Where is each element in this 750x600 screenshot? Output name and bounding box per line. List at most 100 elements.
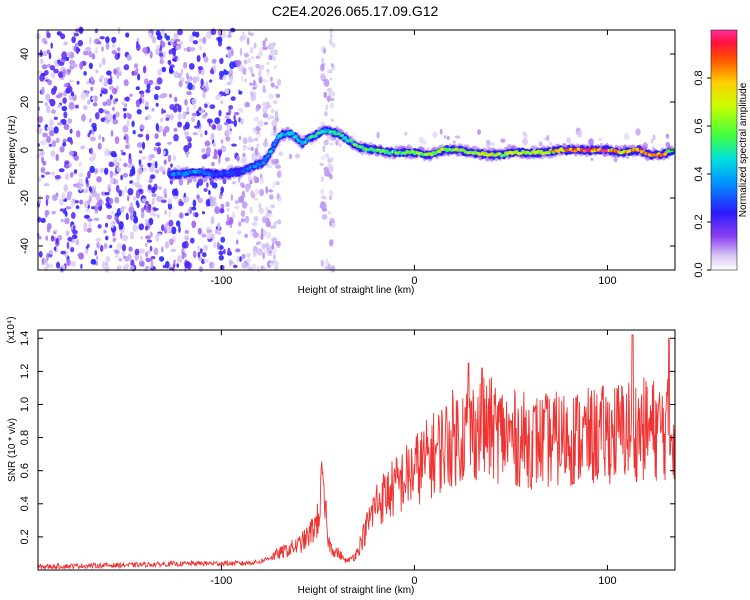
spectrogram-noise-speck xyxy=(256,143,260,149)
spectrogram-noise-speck xyxy=(156,147,162,155)
spectrogram-noise-speck xyxy=(146,250,151,255)
spectrogram-noise-speck xyxy=(61,264,66,269)
spectrogram-noise-speck xyxy=(218,254,224,261)
spectrogram-ridge-core xyxy=(340,133,345,137)
spectrogram-noise-speck xyxy=(213,148,218,157)
spectrogram-noise-speck xyxy=(265,242,270,249)
snr-y-tick-label: 1.4 xyxy=(19,331,31,346)
spectrogram-noise-speck xyxy=(89,118,92,123)
spectrogram-noise-speck xyxy=(63,184,68,193)
spectrogram-noise-speck xyxy=(140,212,145,219)
spectrogram-noise-speck xyxy=(320,188,325,195)
spectrogram-noise-speck xyxy=(335,140,339,146)
spectrogram-noise-speck xyxy=(191,116,195,123)
spectrogram-noise-speck xyxy=(183,145,190,153)
spectrogram-noise-speck xyxy=(78,162,83,167)
spectrogram-noise-speck xyxy=(174,103,180,107)
spectrogram-noise-speck xyxy=(54,175,61,180)
spectrogram-noise-speck xyxy=(164,125,170,133)
spectrogram-noise-speck xyxy=(321,195,326,199)
spectrogram-noise-speck xyxy=(192,199,197,208)
spectrogram-noise-speck xyxy=(55,153,59,162)
spectrogram-noise-speck xyxy=(132,130,136,135)
spectrogram-noise-speck xyxy=(151,186,156,194)
spectrogram-noise-speck xyxy=(39,150,45,157)
spectrogram-noise-speck xyxy=(330,118,334,122)
spectrogram-noise-speck xyxy=(330,102,334,109)
spectrogram-noise-speck xyxy=(245,185,250,193)
spectrogram-noise-speck xyxy=(174,38,181,43)
spectrogram-noise-speck xyxy=(185,136,191,140)
spectrogram-noise-speck xyxy=(141,198,147,203)
spectrogram-noise-speck xyxy=(88,50,92,58)
spectrogram-noise-speck xyxy=(273,257,276,263)
spectrogram-noise-speck xyxy=(150,154,155,159)
spectrogram-noise-speck xyxy=(102,136,105,142)
spectrogram-noise-speck xyxy=(102,88,108,95)
spectrogram-noise-speck xyxy=(95,69,99,74)
spectrogram-noise-speck xyxy=(322,48,327,54)
snr-x-tick-label: -100 xyxy=(210,575,232,587)
spectrogram-noise-speck xyxy=(80,91,87,100)
spectrogram-noise-speck xyxy=(262,46,268,50)
spectrogram-noise-speck xyxy=(274,85,279,89)
spectrogram-noise-speck xyxy=(270,82,275,88)
spectrogram-noise-speck xyxy=(62,142,67,147)
spectrogram-noise-speck xyxy=(230,120,234,124)
spectrogram-noise-speck xyxy=(126,54,132,61)
spectrogram-noise-speck xyxy=(158,186,162,190)
spectrogram-noise-speck xyxy=(210,133,215,141)
spectrogram-noise-speck xyxy=(175,220,181,227)
spectrogram-noise-speck xyxy=(178,201,185,207)
spectrogram-noise-speck xyxy=(249,82,253,86)
spectrogram-noise-speck xyxy=(161,66,167,73)
spectrogram-noise-speck xyxy=(104,262,109,267)
spectrogram-noise-speck xyxy=(271,237,277,244)
spectrogram-noise-speck xyxy=(58,92,63,98)
spectrogram-noise-speck xyxy=(171,226,177,235)
spectrogram-noise-speck xyxy=(85,176,89,185)
spectrogram-noise-speck xyxy=(86,90,89,98)
spectrogram-noise-speck xyxy=(61,105,68,112)
spectrogram-noise-speck xyxy=(220,145,227,153)
spectrogram-noise-speck xyxy=(238,196,245,203)
spectrogram-noise-speck xyxy=(173,96,178,103)
spectrogram-noise-speck xyxy=(261,64,265,69)
spectrogram-noise-speck xyxy=(241,253,246,259)
spectrogram-noise-speck xyxy=(168,219,174,227)
spectrogram-noise-speck xyxy=(211,182,218,189)
spectrogram-noise-speck xyxy=(225,136,231,142)
spectrogram-noise-speck xyxy=(99,36,105,40)
spectrogram-noise-speck xyxy=(88,62,93,69)
spectrogram-noise-speck xyxy=(270,204,275,209)
spectrogram-noise-speck xyxy=(122,107,127,112)
spectrogram-noise-speck xyxy=(94,168,98,174)
spectrogram-noise-speck xyxy=(84,188,89,194)
spectrogram-noise-speck xyxy=(64,163,69,169)
spectrogram-noise-speck xyxy=(197,245,200,251)
spectrogram-noise-speck xyxy=(42,160,47,166)
spectrogram-noise-speck xyxy=(49,65,56,71)
spectrogram-noise-speck xyxy=(137,167,143,175)
spectrogram-noise-speck xyxy=(80,263,83,270)
spectrogram-noise-speck xyxy=(63,123,70,130)
spectrogram-noise-speck xyxy=(84,248,89,256)
spectrogram-noise-speck xyxy=(101,87,104,91)
spectrogram-noise-speck xyxy=(89,76,94,83)
spectrogram-noise-speck xyxy=(260,232,264,241)
spectrogram-noise-speck xyxy=(153,93,159,101)
spectrogram-noise-speck xyxy=(229,76,233,84)
spectrogram-noise-speck xyxy=(276,170,282,178)
spectrogram-noise-speck xyxy=(196,75,200,82)
spectrogram-noise-speck xyxy=(329,174,333,180)
spectrogram-noise-speck xyxy=(217,36,223,43)
snr-x-tick-label: 100 xyxy=(598,575,616,587)
spectrogram-noise-speck xyxy=(51,140,57,148)
spectrogram-noise-speck xyxy=(89,129,92,135)
spectrogram-noise-speck xyxy=(127,113,132,120)
spectrogram-noise-speck xyxy=(192,40,199,45)
spectrogram-noise-speck xyxy=(114,215,118,222)
spectrogram-noise-speck xyxy=(41,257,45,266)
spectrogram-noise-speck xyxy=(145,88,151,94)
spectrogram-noise-speck xyxy=(170,163,173,168)
